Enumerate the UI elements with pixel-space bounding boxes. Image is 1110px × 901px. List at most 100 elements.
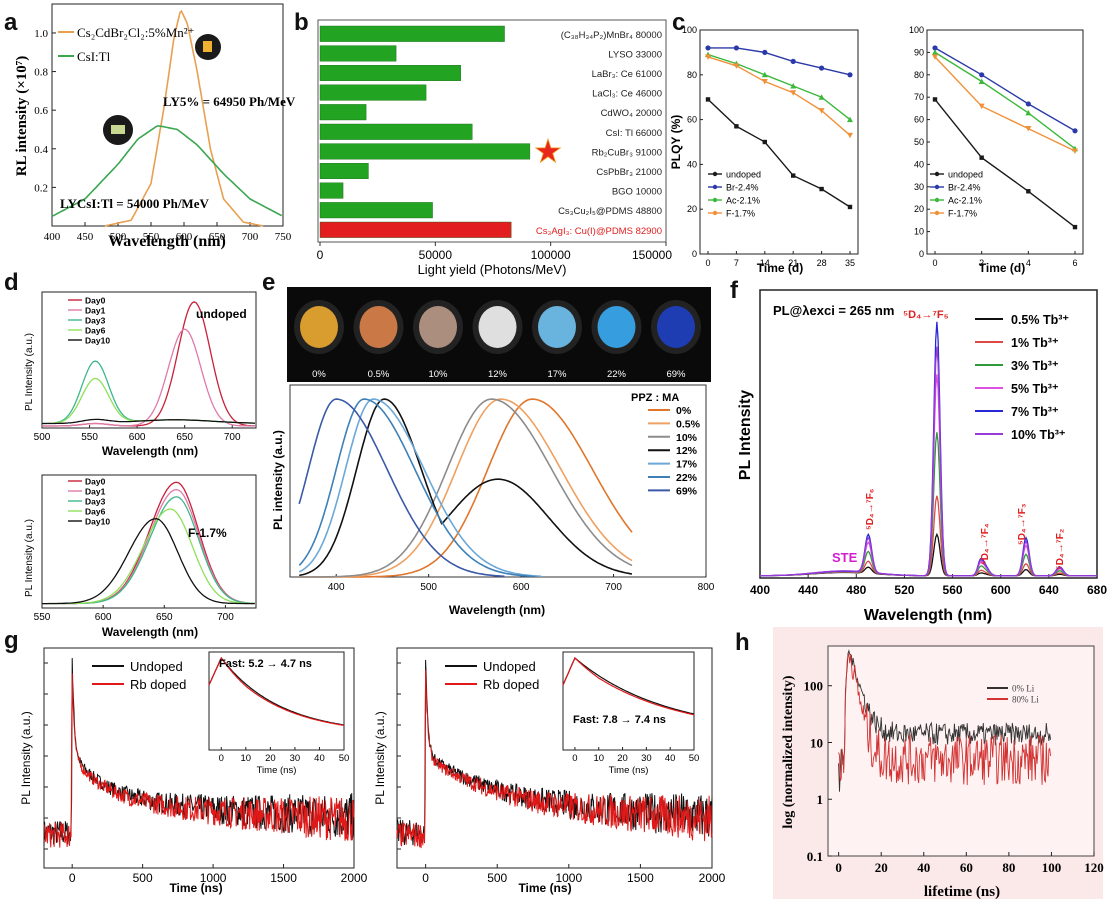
panel-g-xtick-label: 1500	[627, 871, 654, 885]
panel-c-ytick-label: 100	[682, 25, 697, 35]
panel-d-legend-label: Day0	[85, 477, 106, 487]
panel-c-marker	[1072, 224, 1078, 230]
panel-d-bottom-title: F-1.7%	[188, 526, 227, 540]
panel-c-left-plot: 0 20 40 60 80 100 0 7 14 21 28 35 undoped Br-2.4% Ac-2…	[682, 25, 859, 268]
panel-e-photo-label: 17%	[547, 369, 567, 380]
panel-f: 400 440 480 520 560 600 640 680 0.5% Tb³⁺ 1% Tb³⁺…	[737, 289, 1107, 624]
panel-c-marker	[932, 49, 938, 55]
panel-g-xtick-label: 1500	[270, 871, 297, 885]
panel-a-ylabel: RL intensity (×10⁷)	[14, 56, 30, 177]
panel-e-photo-label: 22%	[607, 369, 627, 380]
panel-f-xtick-label: 560	[943, 583, 963, 597]
panel-label-h: h	[735, 629, 750, 656]
panel-b-xlabel: Light yield (Photons/MeV)	[418, 262, 567, 277]
panel-e-vial-glow	[300, 306, 338, 348]
panel-c-ytick-label: 50	[914, 137, 924, 147]
panel-g-inset-xtick-label: 40	[314, 753, 325, 764]
panel-f-title: PL@λexci = 265 nm	[773, 303, 894, 318]
panel-h-xtick-label: 100	[1042, 860, 1062, 875]
panel-c-marker	[762, 49, 768, 56]
panel-c-marker	[761, 79, 768, 85]
panel-f-legend-label: 3% Tb³⁺	[1011, 359, 1059, 373]
panel-d-series-line	[42, 328, 255, 427]
panel-e-legend-label: 17%	[676, 459, 698, 471]
panel-d-top-ylabel: PL Intensity (a.u.)	[24, 333, 35, 411]
panel-c-marker	[1072, 128, 1078, 134]
panel-c-marker	[819, 65, 825, 71]
panel-f-annotation: ⁵D₄→⁷F₅	[903, 309, 949, 321]
panel-c-ytick-label: 0	[919, 249, 924, 259]
panel-b-bar	[319, 143, 531, 160]
panel-a-xtick-label: 550	[143, 231, 160, 243]
panel-d-legend-label: Day10	[85, 517, 110, 527]
panel-g-xtick-label: 500	[487, 871, 507, 885]
panel-h-xtick-label: 20	[875, 860, 888, 875]
panel-f-xtick-label: 600	[991, 583, 1011, 597]
panel-g-legend-label: Undoped	[483, 659, 536, 674]
panel-e-photos: 0% 0.5% 10% 12% 17% 22% 69%	[294, 300, 701, 380]
panel-a-ticks: 400 450 500 550 600 650 700 750 0.2 0.4 0.6 0.8 1.0	[34, 28, 292, 243]
panel-b-bar	[319, 123, 473, 140]
panel-g-xtick-label: 500	[133, 871, 153, 885]
panel-g-left-xlabel: Time (ns)	[169, 881, 222, 895]
panel-g-inset-series	[562, 656, 695, 716]
panel-c-legend-marker	[712, 210, 718, 216]
panel-d-legend-label: Day1	[85, 306, 106, 316]
panel-g-inset-xtick-label: 20	[265, 753, 276, 764]
panel-e-photo-label: 0.5%	[368, 369, 390, 380]
panel-e-legend-label: 69%	[676, 485, 698, 497]
panel-d-series-line	[42, 496, 255, 605]
panel-a-ytick-label: 0.6	[34, 105, 48, 117]
panel-c-legend-label: Br-2.4%	[726, 183, 759, 193]
panel-label-a: a	[4, 9, 18, 36]
panel-c-marker	[847, 204, 853, 210]
panel-e-vial-glow	[359, 306, 398, 348]
panel-f-annotation: ⁵D₄→⁷F₆	[865, 489, 876, 530]
panel-c-marker	[1026, 189, 1031, 194]
panel-g-legend-label: Rb doped	[483, 677, 539, 692]
panel-g-legend-label: Rb doped	[130, 677, 186, 692]
panel-h-ytick-label: 0.1	[807, 849, 823, 864]
panel-a-ytick-label: 1.0	[34, 28, 48, 40]
panel-label-d: d	[4, 269, 19, 296]
panel-c-marker	[818, 94, 825, 100]
panel-c-marker	[791, 173, 796, 178]
panel-b-xtick-label: 0	[317, 248, 324, 262]
panel-e-xtick-label: 800	[698, 582, 715, 593]
panel-h-series-line	[838, 652, 1052, 786]
panel-f-xtick-label: 400	[750, 583, 770, 597]
panel-c-ytick-label: 80	[914, 70, 924, 80]
panel-d-series-line	[42, 518, 255, 605]
panel-c-marker	[790, 90, 797, 96]
panel-c-legend-marker	[934, 184, 940, 190]
panel-e-vial-glow	[657, 306, 695, 348]
panel-d-xtick-label: 550	[81, 432, 98, 443]
panel-f-annotations: ⁵D₄→⁷F₆ ⁵D₄→⁷F₅ ⁵D₄→⁷F₄ ⁵D₄→⁷F₃ ⁵D₄→⁷F₂	[865, 309, 1066, 570]
panel-h-xtick-label: 80	[1002, 860, 1015, 875]
panel-c-xtick-label: 0	[932, 258, 937, 268]
panel-b-bar	[319, 104, 367, 121]
panel-c-xtick-label: 4	[1026, 258, 1031, 268]
panel-h-legend-label: 80% Li	[1012, 695, 1039, 705]
panel-c-legend-marker	[934, 197, 940, 203]
panel-c-marker	[1025, 126, 1032, 132]
panel-c-xtick-label: 28	[817, 258, 827, 268]
panel-c-marker	[705, 97, 711, 102]
panel-g-xtick-label: 1000	[200, 871, 227, 885]
panel-g-right-xlabel: Time (ns)	[518, 881, 571, 895]
panel-a-ytick-label: 0.4	[34, 144, 48, 156]
panel-c-right-xlabel: Time (d)	[979, 261, 1025, 275]
panel-c-legend-label: F-1.7%	[948, 209, 977, 219]
panel-e-photo-label: 69%	[666, 369, 686, 380]
panel-g-inset-xtick-label: 10	[241, 753, 252, 764]
panel-d-top-xlabel: Wavelength (nm)	[102, 444, 198, 458]
panel-c-marker	[819, 186, 824, 192]
panel-label-c: c	[672, 9, 685, 36]
panel-a-series-mn	[104, 9, 264, 227]
panel-f-xlabel: Wavelength (nm)	[864, 607, 992, 624]
panel-d-legend-label: Day10	[85, 336, 110, 346]
panel-b-xtick-label: 100000	[531, 248, 571, 262]
